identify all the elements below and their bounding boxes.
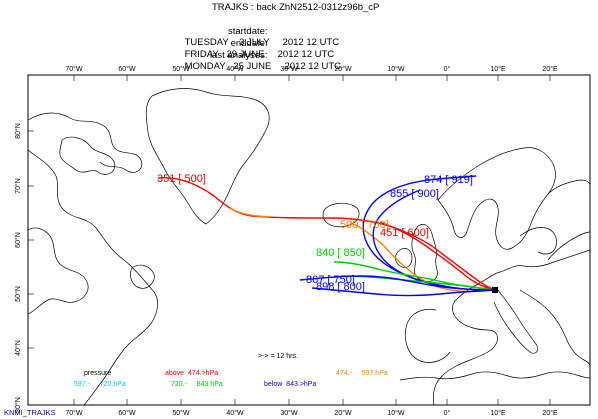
trajectory-line-0 <box>157 177 496 291</box>
trajectory-line-4 <box>372 189 496 291</box>
coast-newfoundland <box>130 264 155 289</box>
lon-tick-bottom-label: 20°W <box>334 409 352 417</box>
coast-baffin <box>59 136 116 175</box>
legend-item-597-720: 597.- 720.hPa <box>74 381 126 388</box>
legend-item-below: below 843.>hPa <box>264 381 317 388</box>
lon-ticks-bottom: 70°W 60°W 50°W 40°W 30°W 20°W 10°W 0° 10°E 20°E <box>65 409 558 417</box>
header-lastanalyses-key: last analyses: <box>210 50 268 61</box>
coast-ireland <box>395 248 413 268</box>
lat-ticks-left: 80°N 70°N 60°N 50°N 40°N 30°N <box>14 123 22 413</box>
coast-finland-russia <box>547 179 590 261</box>
trajectory-label: 351 [ 500] <box>157 173 206 185</box>
trajectory-label: 590 [ 700] <box>340 219 389 231</box>
lon-tick-bottom-label: 60°W <box>118 409 136 417</box>
lat-tick-label: 70°N <box>14 178 22 194</box>
coast-scandinavia <box>437 147 556 250</box>
coast-north-africa <box>399 371 590 381</box>
lon-tick-bottom-label: 30°W <box>280 409 298 417</box>
header-startdate-value: TUESDAY 3 JULY 2012 12 UTC <box>184 37 340 48</box>
trajectory-label: 874 [ 919] <box>424 174 473 186</box>
trajectory-line-2 <box>379 221 496 291</box>
trajectory-endpoint <box>492 287 498 293</box>
coast-hudson-bay <box>28 227 89 315</box>
legend-item-720-843: 720.- 843.hPa <box>171 381 223 388</box>
coast-adriatic-balkans <box>519 289 590 367</box>
lon-tick-top-label: 0° <box>444 65 451 73</box>
coast-labrador-hudson <box>28 149 158 405</box>
legend-interval: >-> = 12 hrs. <box>258 353 298 360</box>
lat-tick-label: 50°N <box>14 286 22 302</box>
lon-tick-bottom-label: 20°E <box>542 409 558 417</box>
lon-ticks-top: 70°W 60°W 50°W 40°W 30°W 20°W 10°W 0° 10°E 20°E <box>65 65 558 73</box>
map-frame <box>27 74 591 406</box>
coast-canada-arctic <box>28 112 143 173</box>
lon-tick-top-label: 10°E <box>490 65 506 73</box>
trajectory-label: 855 [ 900] <box>390 188 439 200</box>
lon-tick-top-label: 70°W <box>65 65 83 73</box>
header-lastanalyses-value: MONDAY 25 JUNE 2012 12 UTC <box>184 61 342 72</box>
coastlines <box>28 88 590 405</box>
lat-tick-label: 30°N <box>14 397 22 413</box>
lon-tick-bottom-label: 10°E <box>490 409 506 417</box>
coast-iberia <box>404 308 451 363</box>
lat-tick-label: 60°N <box>14 232 22 248</box>
lon-tick-top-label: 20°E <box>542 65 558 73</box>
lat-tick-label: 80°N <box>14 123 22 139</box>
trajectory-label: 867 [ 750] <box>306 274 355 286</box>
lon-tick-top-label: 60°W <box>118 65 136 73</box>
trajectory-line-8 <box>311 287 496 297</box>
trajectory-line-6 <box>341 275 496 291</box>
legend-item-above: above 474.>hPa <box>165 370 219 377</box>
lon-tick-bottom-label: 70°W <box>65 409 83 417</box>
header-startdate-key: startdate: <box>227 26 268 37</box>
header-enddate-value: FRIDAY 29 JUNE 2012 12 UTC <box>184 49 335 60</box>
lon-tick-bottom-label: 0° <box>444 409 451 417</box>
trajectory-label: 898 [ 800] <box>316 281 365 293</box>
footer-label: KNMI_TRAJKS <box>4 408 56 417</box>
lon-tick-top-label: 20°W <box>334 65 352 73</box>
coast-britain <box>411 224 438 282</box>
graticule <box>28 75 551 406</box>
lon-tick-top-label: 10°W <box>387 65 405 73</box>
header-enddate-key: enddate: <box>230 38 268 49</box>
trajectory-lines <box>157 175 496 297</box>
coast-italy <box>493 289 538 354</box>
lon-tick-bottom-label: 10°W <box>387 409 405 417</box>
legend-item-474-597: 474.- 597.hPa <box>336 370 388 377</box>
trajectory-label: 840 [ 850] <box>316 247 365 259</box>
coast-baltic <box>519 227 557 255</box>
trajectory-line-7 <box>299 275 496 291</box>
header-row-enddate: enddate: FRIDAY 29 JUNE 2012 12 UTC <box>170 27 335 71</box>
lon-tick-bottom-label: 40°W <box>226 409 244 417</box>
lat-tick-label: 40°N <box>14 340 22 356</box>
trajectory-line-segment-orange <box>229 207 271 218</box>
lon-tick-top-label: 40°W <box>226 65 244 73</box>
lon-tick-top-label: 50°W <box>172 65 190 73</box>
trajectory-labels: 351 [ 500] 590 [ 700]451 [ 600] 874 [ 919]… <box>157 173 473 293</box>
legend-pressure: pressure <box>84 370 112 377</box>
header-title: TRAJKS : back ZhN2512-0312z96b_cP <box>212 2 380 13</box>
header-row-startdate: startdate: TUESDAY 3 JULY 2012 12 UTC <box>170 15 340 59</box>
trajectory-label: 451 [ 600] <box>380 227 429 239</box>
header-row-lastanalyses: last analyses: MONDAY 25 JUNE 2012 12 UT… <box>170 39 341 83</box>
coast-europe-mainland <box>432 249 590 405</box>
coast-greenland <box>145 88 270 225</box>
lon-tick-top-label: 30°W <box>280 65 298 73</box>
lon-tick-bottom-label: 50°W <box>172 409 190 417</box>
